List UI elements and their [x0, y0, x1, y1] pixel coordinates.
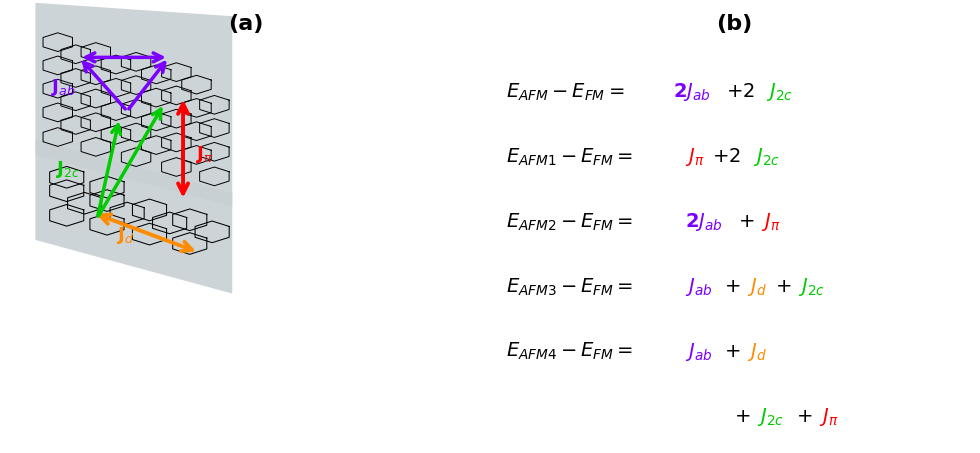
Text: $\it{ + }$: $\it{ + }$ — [738, 213, 755, 231]
Text: $\mathbf{J}_{\pi}$: $\mathbf{J}_{\pi}$ — [196, 145, 214, 165]
Text: $\mathbf{J}_{2c}$: $\mathbf{J}_{2c}$ — [56, 159, 80, 180]
Polygon shape — [35, 3, 232, 207]
Text: $\it{ + 2}$: $\it{ + 2}$ — [712, 148, 741, 166]
Text: $\it{E}_{AFM} - \it{E}_{FM} = $: $\it{E}_{AFM} - \it{E}_{FM} = $ — [506, 82, 624, 103]
Text: $\it{E}_{AFM4} - \it{E}_{FM} = $: $\it{E}_{AFM4} - \it{E}_{FM} = $ — [506, 341, 633, 362]
Text: $\mathbf{\it{J}}_{\pi}$: $\mathbf{\it{J}}_{\pi}$ — [761, 211, 781, 233]
Text: $\mathbf{2\it{J}}_{ab}$: $\mathbf{2\it{J}}_{ab}$ — [685, 211, 723, 233]
Text: $\mathbf{2\it{J}}_{ab}$: $\mathbf{2\it{J}}_{ab}$ — [672, 81, 710, 103]
Text: $\mathbf{\it{J}}_{2c}$: $\mathbf{\it{J}}_{2c}$ — [766, 81, 794, 103]
Text: $\mathbf{\it{J}}_{\pi}$: $\mathbf{\it{J}}_{\pi}$ — [685, 146, 705, 168]
Text: $\mathbf{\it{J}}_{2c}$: $\mathbf{\it{J}}_{2c}$ — [798, 276, 825, 298]
Text: $\it{+ }$: $\it{+ }$ — [734, 408, 751, 426]
Text: $\mathbf{\it{J}}_{ab}$: $\mathbf{\it{J}}_{ab}$ — [685, 276, 712, 298]
Text: $\it{ + }$: $\it{ + }$ — [774, 278, 791, 296]
Text: $\it{ + }$: $\it{ + }$ — [723, 343, 740, 361]
Polygon shape — [35, 139, 232, 294]
Text: $\mathbf{\it{J}}_{2c}$: $\mathbf{\it{J}}_{2c}$ — [753, 146, 780, 168]
Text: (b): (b) — [716, 14, 753, 34]
Text: $\mathbf{\it{J}}_{2c}$: $\mathbf{\it{J}}_{2c}$ — [758, 406, 785, 428]
Text: $\it{E}_{AFM1} - \it{E}_{FM} = $: $\it{E}_{AFM1} - \it{E}_{FM} = $ — [506, 146, 633, 168]
Text: $\it{ + }$: $\it{ + }$ — [796, 408, 811, 426]
Text: $\it{E}_{AFM3} - \it{E}_{FM} = $: $\it{E}_{AFM3} - \it{E}_{FM} = $ — [506, 276, 633, 298]
Text: (a): (a) — [228, 14, 264, 34]
Text: $\mathbf{\it{J}}_{\pi}$: $\mathbf{\it{J}}_{\pi}$ — [818, 406, 838, 428]
Text: $\it{ + 2}$: $\it{ + 2}$ — [726, 83, 755, 101]
Text: $\it{E}_{AFM2} - \it{E}_{FM} = $: $\it{E}_{AFM2} - \it{E}_{FM} = $ — [506, 212, 633, 233]
Text: $\mathbf{\it{J}}_{d}$: $\mathbf{\it{J}}_{d}$ — [747, 276, 766, 298]
Text: $\mathbf{J}_d$: $\mathbf{J}_d$ — [117, 225, 134, 246]
Text: $\mathbf{\it{J}}_{d}$: $\mathbf{\it{J}}_{d}$ — [747, 341, 766, 363]
Text: $\it{ + }$: $\it{ + }$ — [723, 278, 740, 296]
Text: $\mathbf{\it{J}}_{ab}$: $\mathbf{\it{J}}_{ab}$ — [685, 341, 712, 363]
Text: $\mathbf{J}_{ab}$: $\mathbf{J}_{ab}$ — [51, 77, 76, 98]
